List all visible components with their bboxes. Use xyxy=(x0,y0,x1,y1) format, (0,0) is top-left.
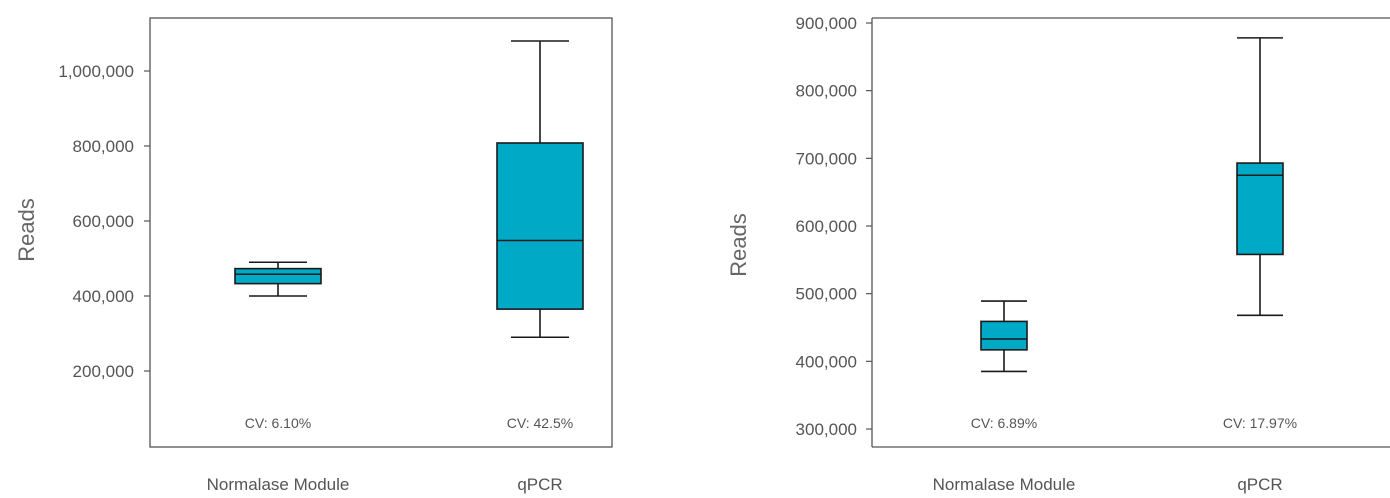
box-iqr xyxy=(980,320,1028,351)
y-axis-title: Reads xyxy=(14,198,39,262)
y-tick-label: 900,000 xyxy=(796,14,857,33)
y-tick-label: 600,000 xyxy=(73,212,134,231)
category-label: Normalase Module xyxy=(207,475,350,494)
y-tick-label: 200,000 xyxy=(73,362,134,381)
y-tick-label: 400,000 xyxy=(73,287,134,306)
category-label: Normalase Module xyxy=(933,475,1076,494)
cv-annotation: CV: 42.5% xyxy=(507,415,573,431)
chart-right: 300,000 400,000 500,000 600,000 700,000 800,0… xyxy=(726,14,1390,494)
y-tick-label: 600,000 xyxy=(796,217,857,236)
chart-left: 200,000 400,000 600,000 800,000 1,000,000 Rea… xyxy=(14,17,613,494)
y-tick-label: 700,000 xyxy=(796,149,857,168)
cv-annotation: CV: 17.97% xyxy=(1223,415,1297,431)
y-tick-label: 500,000 xyxy=(796,285,857,304)
category-label: qPCR xyxy=(1237,475,1282,494)
box-iqr xyxy=(496,142,584,310)
y-tick-label: 1,000,000 xyxy=(58,62,134,81)
category-label: qPCR xyxy=(517,475,562,494)
box-iqr xyxy=(234,267,322,285)
cv-annotation: CV: 6.89% xyxy=(971,415,1037,431)
y-tick-label: 400,000 xyxy=(796,352,857,371)
y-tick-label: 800,000 xyxy=(73,137,134,156)
y-axis-title: Reads xyxy=(726,213,751,277)
plot-frame xyxy=(149,17,613,448)
box-iqr xyxy=(1236,162,1284,256)
y-tick-label: 800,000 xyxy=(796,82,857,101)
y-tick-label: 300,000 xyxy=(796,420,857,439)
cv-annotation: CV: 6.10% xyxy=(245,415,311,431)
